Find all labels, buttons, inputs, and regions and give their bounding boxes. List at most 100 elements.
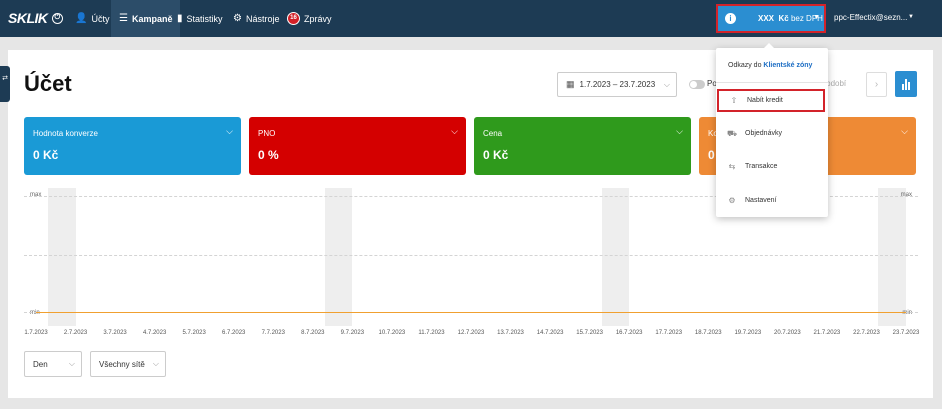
- chart-gridline: [24, 255, 918, 256]
- x-tick-label: 6.7.2023: [222, 330, 246, 336]
- x-tick-label: 17.7.2023: [655, 330, 683, 336]
- x-tick-label: 7.7.2023: [261, 330, 285, 336]
- menu-item-nabit-kredit[interactable]: ⇧ Nabít kredit: [717, 89, 825, 112]
- x-tick-label: 2.7.2023: [63, 330, 88, 336]
- kpi-tile-value: 0 Kč: [33, 148, 59, 162]
- chart-view-button[interactable]: [895, 71, 917, 97]
- x-tick-label: 15.7.2023: [576, 330, 603, 336]
- side-panel-toggle[interactable]: ⇄: [0, 66, 10, 102]
- gear-icon: ⚙: [233, 13, 242, 24]
- kpi-tile-pno[interactable]: PNO 0 % ⌵: [249, 117, 466, 175]
- logo-circle-icon: ⏻: [51, 12, 63, 24]
- kpi-tile-hodnota-konverze[interactable]: Hodnota konverze 0 Kč ⌵: [24, 117, 241, 175]
- upload-arrow-icon: ⇧: [730, 96, 738, 105]
- logo-text: SKLIK: [8, 10, 48, 26]
- gear-icon: ⚙: [728, 196, 736, 205]
- credit-currency: Kč: [778, 14, 789, 23]
- next-period-button[interactable]: ›: [866, 72, 887, 97]
- y-min-label-left: min: [30, 310, 40, 316]
- nav-kampane-label: Kampaně: [131, 13, 173, 24]
- y-max-label-left: max: [30, 192, 42, 198]
- y-max-label-right: max: [900, 192, 912, 198]
- x-tick-label: 21.7.2023: [813, 330, 841, 336]
- messages-badge: 16: [287, 12, 300, 25]
- sklik-logo[interactable]: SKLIK ⏻: [8, 10, 63, 26]
- credit-button[interactable]: i XXX Kč bez DPH ▼: [716, 4, 826, 33]
- user-account-menu[interactable]: ppc-Effectix@sezn...: [834, 13, 908, 22]
- transfer-icon: ⇆: [728, 162, 736, 171]
- network-select[interactable]: Všechny sítě ⌵: [90, 351, 166, 377]
- performance-chart: max max min min 1.7.2023 2.7.2023 3.7.2023…: [24, 188, 920, 338]
- weekend-band: [878, 188, 906, 326]
- x-tick-label: 18.7.2023: [694, 330, 722, 336]
- bar-chart-icon: ▮: [177, 13, 183, 24]
- compare-toggle[interactable]: [689, 80, 705, 89]
- nav-statistiky[interactable]: ▮ Statistiky: [177, 0, 223, 37]
- x-tick-label: 9.7.2023: [340, 330, 365, 336]
- x-tick-label: 10.7.2023: [378, 330, 406, 336]
- menu-item-label: Nastavení: [745, 197, 777, 204]
- nav-kampane[interactable]: ☰ Kampaně: [111, 0, 181, 37]
- kpi-tile-value: 0: [708, 148, 715, 162]
- top-navigation-bar: SKLIK ⏻ 👤 Účty ☰ Kampaně ▮ Statistiky ⚙ …: [0, 0, 942, 37]
- granularity-value: Den: [33, 359, 48, 369]
- dropdown-header: Odkazy do Klientské zóny: [728, 62, 812, 69]
- x-tick-label: 23.7.2023: [892, 330, 920, 336]
- nav-nastroje-label: Nástroje: [245, 13, 280, 24]
- nav-ucty[interactable]: 👤 Účty: [75, 0, 109, 37]
- chevron-down-icon[interactable]: ⌵: [901, 126, 908, 136]
- credit-amount: XXX Kč bez DPH: [758, 14, 823, 23]
- kpi-tile-cena[interactable]: Cena 0 Kč ⌵: [474, 117, 691, 175]
- kpi-tile-name: Hodnota konverze: [33, 129, 98, 138]
- chevron-down-icon: ⌵: [68, 359, 75, 368]
- previous-period-label: é období: [815, 79, 847, 88]
- page-title: Účet: [24, 71, 72, 96]
- compare-toggle-label: Po: [707, 79, 717, 88]
- y-min-label-right: min: [902, 310, 912, 316]
- x-tick-label: 20.7.2023: [774, 330, 801, 336]
- date-range-picker[interactable]: ▦ 1.7.2023 – 23.7.2023 ⌵: [557, 72, 677, 97]
- x-tick-label: 13.7.2023: [497, 330, 524, 336]
- chevron-down-icon[interactable]: ⌵: [676, 126, 683, 136]
- granularity-select[interactable]: Den ⌵: [24, 351, 82, 377]
- credit-dropdown-menu: Odkazy do Klientské zóny ⇧ Nabít kredit …: [716, 43, 828, 217]
- credit-suffix: bez DPH: [790, 14, 823, 23]
- x-tick-label: 19.7.2023: [734, 330, 762, 336]
- x-tick-label: 11.7.2023: [418, 330, 445, 336]
- credit-value: XXX: [758, 14, 775, 23]
- nav-zpravy[interactable]: 16 Zprávy: [287, 0, 332, 37]
- user-chevron-down-icon[interactable]: ▼: [908, 14, 914, 20]
- menu-item-label: Nabít kredit: [747, 97, 783, 104]
- x-tick-label: 16.7.2023: [615, 330, 643, 336]
- chevron-down-icon[interactable]: ⌵: [451, 126, 458, 136]
- x-tick-label: 22.7.2023: [853, 330, 880, 336]
- menu-item-label: Transakce: [745, 163, 778, 170]
- kpi-tile-name: Cena: [483, 129, 503, 138]
- chevron-down-icon: ⌵: [152, 359, 159, 368]
- bar-chart-icon: [902, 84, 904, 90]
- x-tick-label: 5.7.2023: [182, 330, 206, 336]
- client-zone-link[interactable]: Klientské zóny: [763, 62, 813, 69]
- calendar-icon: ▦: [566, 79, 575, 89]
- info-icon: i: [725, 13, 736, 24]
- weekend-band: [48, 188, 76, 326]
- x-tick-label: 4.7.2023: [142, 330, 167, 336]
- kpi-tile-value: 0 %: [258, 148, 279, 162]
- bar-chart-icon-bar: [908, 82, 910, 90]
- nav-ucty-label: Účty: [91, 13, 110, 24]
- menu-item-transakce[interactable]: ⇆ Transakce: [717, 155, 825, 178]
- chevron-down-icon[interactable]: ⌵: [226, 126, 233, 136]
- nav-statistiky-label: Statistiky: [186, 13, 223, 24]
- menu-item-label: Objednávky: [745, 130, 782, 137]
- menu-item-nastaveni[interactable]: ⚙ Nastavení: [717, 189, 825, 212]
- kpi-tile-name: Ko: [708, 129, 718, 138]
- chevron-down-icon: ⌵: [663, 80, 670, 89]
- nav-nastroje[interactable]: ⚙ Nástroje: [233, 0, 279, 37]
- chart-gridline: [24, 196, 918, 197]
- menu-item-objednavky[interactable]: ⛟ Objednávky: [717, 122, 825, 145]
- chevron-down-icon: ▼: [813, 14, 820, 21]
- x-tick-label: 12.7.2023: [457, 330, 485, 336]
- dropdown-header-prefix: Odkazy do: [728, 62, 762, 69]
- date-range-value: 1.7.2023 – 23.7.2023: [579, 80, 656, 89]
- bar-chart-icon-bar: [905, 79, 907, 90]
